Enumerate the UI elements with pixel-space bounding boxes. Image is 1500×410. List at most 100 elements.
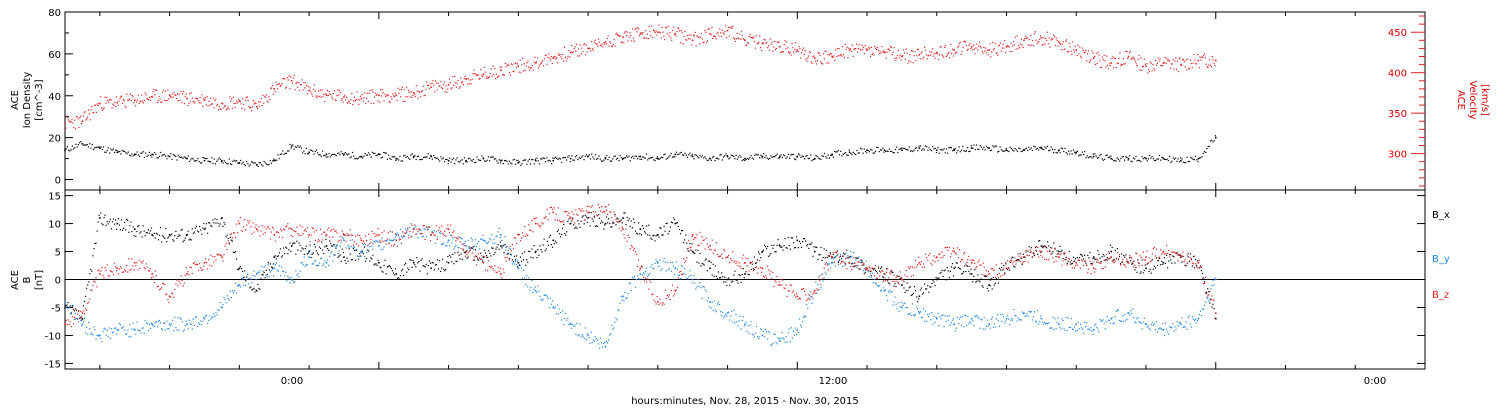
data-point-fill [640, 32, 642, 34]
data-point-fill [254, 275, 256, 277]
data-point-fill [722, 276, 724, 278]
data-point-fill [399, 89, 401, 91]
data-point-fill [440, 156, 442, 158]
data-point-fill [1055, 255, 1057, 258]
data-point-fill [1090, 327, 1092, 329]
data-point-fill [764, 39, 766, 41]
data-point-fill [1038, 149, 1040, 151]
data-point-fill [714, 265, 716, 267]
data-point-fill [173, 330, 175, 332]
data-point-fill [857, 47, 859, 50]
data-point-fill [946, 266, 948, 269]
data-point-fill [732, 25, 734, 27]
data-point-fill [170, 152, 172, 155]
data-point-fill [789, 51, 791, 53]
data-point-fill [1054, 318, 1056, 320]
data-point [901, 278, 903, 281]
data-point-fill [385, 152, 387, 154]
data-point-fill [599, 158, 601, 160]
data-point-fill [416, 90, 418, 92]
data-point-fill [505, 249, 507, 251]
data-point-fill [398, 159, 400, 161]
data-point-fill [142, 327, 144, 329]
data-point-fill [1100, 153, 1102, 156]
data-point-fill [241, 230, 244, 233]
data-point-fill [250, 278, 252, 280]
data-point-fill [1094, 324, 1096, 326]
data-point-fill [1029, 44, 1031, 47]
data-point-fill [881, 289, 883, 291]
data-point-fill [798, 240, 800, 242]
data-point-fill [311, 253, 313, 255]
data-point-fill [252, 100, 254, 102]
data-point-fill [301, 79, 303, 81]
data-point-fill [564, 317, 566, 320]
data-point-fill [278, 265, 281, 267]
data-point [831, 261, 833, 264]
data-point-fill [310, 149, 313, 152]
data-point-fill [1015, 149, 1017, 151]
data-point-fill [422, 85, 424, 87]
data-point-fill [930, 150, 933, 152]
data-point-fill [813, 246, 815, 248]
data-point-fill [788, 328, 790, 330]
data-point-fill [900, 301, 902, 304]
data-point-fill [91, 270, 93, 272]
data-point-fill [237, 102, 239, 104]
data-point-fill [83, 317, 86, 320]
data-point-fill [211, 265, 213, 267]
data-point-fill [819, 54, 821, 56]
data-point-fill [1019, 318, 1021, 321]
data-point-fill [1164, 262, 1167, 264]
data-point-fill [927, 313, 929, 316]
data-point-fill [468, 246, 470, 248]
data-point-fill [92, 112, 94, 114]
data-point-fill [232, 251, 235, 253]
data-point-fill [233, 232, 236, 234]
data-point-fill [958, 267, 961, 270]
data-point-fill [97, 221, 99, 223]
data-point [517, 65, 520, 68]
data-point-fill [650, 35, 652, 37]
data-point [430, 155, 432, 158]
data-point-fill [830, 154, 832, 156]
data-point-fill [114, 101, 116, 103]
data-point-fill [1065, 40, 1067, 42]
data-point-fill [538, 290, 540, 292]
data-point-fill [214, 163, 217, 165]
data-point-fill [1186, 328, 1188, 331]
data-point-fill [989, 149, 991, 152]
data-point-fill [687, 38, 689, 40]
data-point-fill [1152, 63, 1154, 66]
data-point-fill [137, 269, 139, 271]
data-point-fill [469, 79, 471, 81]
data-point-fill [382, 92, 384, 94]
data-point [813, 57, 816, 59]
data-point-fill [275, 231, 277, 233]
data-point-fill [734, 270, 736, 272]
data-point-fill [665, 158, 667, 160]
data-point-fill [515, 62, 517, 64]
data-point-fill [596, 43, 598, 45]
data-point-fill [502, 74, 505, 76]
data-point-fill [1155, 64, 1158, 66]
data-point-fill [782, 249, 784, 251]
data-point-fill [1123, 63, 1125, 65]
data-point-fill [1079, 154, 1081, 156]
data-point-fill [1091, 263, 1093, 265]
data-point-fill [122, 227, 125, 229]
data-point-fill [355, 157, 357, 160]
data-point-fill [904, 148, 907, 150]
data-point-fill [926, 58, 928, 60]
data-point-fill [1154, 328, 1157, 331]
data-point-fill [454, 162, 456, 165]
data-point-fill [1012, 319, 1014, 321]
data-point-fill [1073, 260, 1076, 262]
data-point-fill [94, 242, 96, 245]
data-point-fill [404, 235, 406, 238]
data-point-fill [623, 42, 625, 44]
data-point-fill [1072, 256, 1075, 258]
data-point-fill [130, 100, 132, 102]
data-point-fill [295, 146, 298, 148]
data-point-fill [182, 330, 184, 332]
